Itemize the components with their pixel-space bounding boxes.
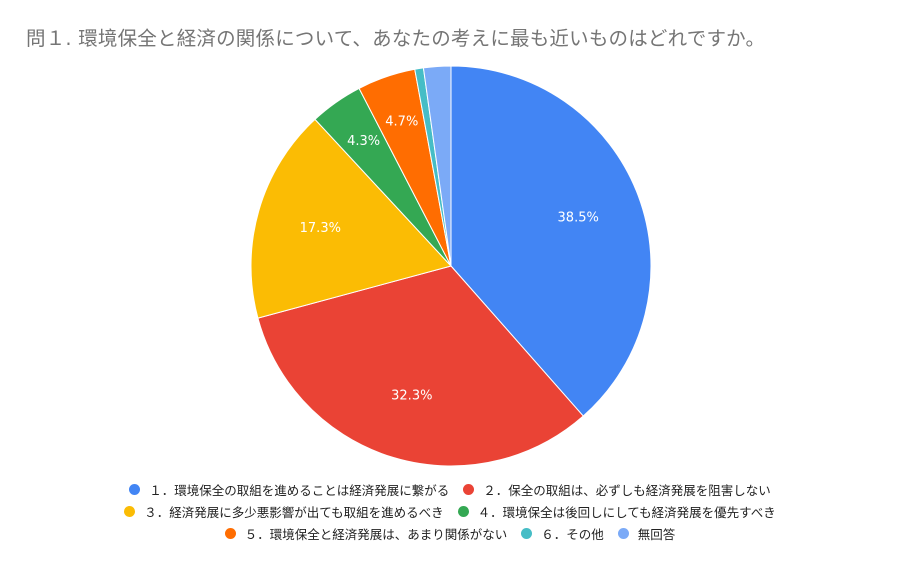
pie-value-label-3: 17.3% (300, 221, 341, 236)
pie-value-label-4: 4.3% (347, 134, 380, 149)
legend-item-1[interactable]: １．環境保全の取組を進めることは経済発展に繋がる (129, 480, 449, 499)
pie-slice-3 (250, 118, 452, 319)
pie-slice-7 (422, 65, 452, 267)
pie-value-label-2: 32.3% (391, 389, 432, 404)
legend-item-3[interactable]: ３．経済発展に多少悪影響が出ても取組を進めるべき (124, 502, 444, 521)
legend-swatch-icon (457, 505, 469, 517)
legend-item-7[interactable]: 無回答 (617, 524, 676, 543)
legend: １．環境保全の取組を進めることは経済発展に繋がる ２．保全の取組は、必ずしも経済発… (0, 478, 900, 544)
pie-value-label-5: 4.7% (385, 115, 418, 130)
legend-label: ５．環境保全と経済発展は、あまり関係がない (244, 526, 508, 542)
legend-row: １．環境保全の取組を進めることは経済発展に繋がる ２．保全の取組は、必ずしも経済発… (0, 478, 900, 500)
pie-value-label-1: 38.5% (558, 210, 599, 225)
legend-swatch-icon (463, 483, 475, 495)
legend-label: 無回答 (637, 526, 676, 542)
legend-label: ２．保全の取組は、必ずしも経済発展を阻害しない (483, 482, 771, 498)
legend-item-4[interactable]: ４．環境保全は後回しにしても経済発展を優先すべき (457, 502, 776, 521)
pie-value-labels: 38.5% 32.3% 17.3% 4.3% 4.7% (300, 115, 599, 404)
legend-label: ３．経済発展に多少悪影響が出ても取組を進めるべき (144, 504, 444, 520)
legend-label: ６．その他 (541, 526, 604, 542)
legend-swatch-icon (617, 527, 629, 539)
legend-swatch-icon (224, 527, 236, 539)
pie-slices (250, 65, 652, 467)
chart-title: 問１. 環境保全と経済の関係について、あなたの考えに最も近いものはどれですか。 (26, 27, 766, 50)
legend-row: ５．環境保全と経済発展は、あまり関係がない ６．その他 無回答 (0, 522, 900, 544)
legend-swatch-icon (124, 505, 136, 517)
legend-label: ４．環境保全は後回しにしても経済発展を優先すべき (477, 504, 776, 520)
legend-row: ３．経済発展に多少悪影響が出ても取組を進めるべき ４．環境保全は後回しにしても経済… (0, 500, 900, 522)
legend-label: １．環境保全の取組を進めることは経済発展に繋がる (149, 482, 450, 498)
legend-swatch-icon (521, 527, 533, 539)
legend-item-5[interactable]: ５．環境保全と経済発展は、あまり関係がない (224, 524, 508, 543)
legend-swatch-icon (129, 483, 141, 495)
pie-slice-2 (257, 265, 584, 467)
legend-item-2[interactable]: ２．保全の取組は、必ずしも経済発展を阻害しない (463, 480, 771, 499)
pie-slice-1 (450, 65, 652, 417)
pie-chart: 38.5% 32.3% 17.3% 4.3% 4.7% (250, 65, 652, 467)
legend-item-6[interactable]: ６．その他 (521, 524, 604, 543)
